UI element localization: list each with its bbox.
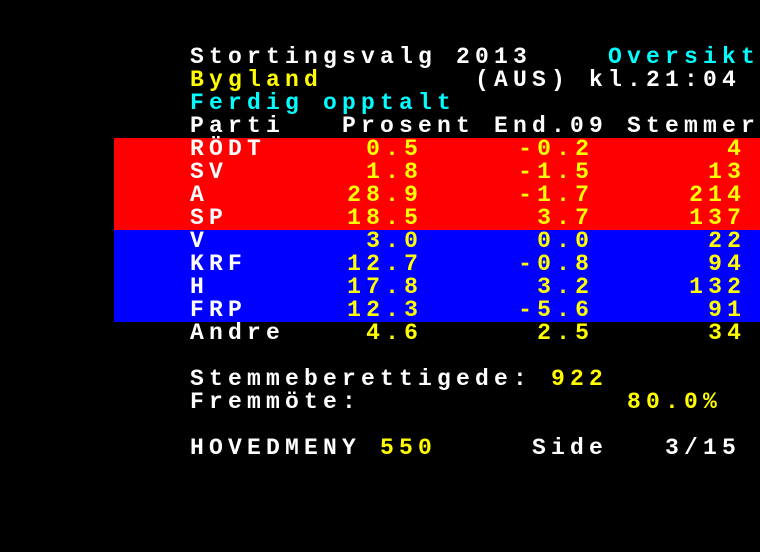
blue-bloc-band <box>114 230 760 322</box>
party-name: A <box>190 182 210 208</box>
change-value: 0.0 <box>537 228 595 254</box>
municipality: Bygland <box>190 67 324 93</box>
column-header-votes: Stemmer <box>627 113 760 139</box>
party-name: RÖDT <box>190 136 267 162</box>
votes-value: 13 <box>708 159 747 185</box>
votes-value: 137 <box>689 205 747 231</box>
percent-value: 12.7 <box>347 251 424 277</box>
party-name: V <box>190 228 210 254</box>
percent-value: 12.3 <box>347 297 424 323</box>
change-value: -0.2 <box>518 136 595 162</box>
percent-value: 17.8 <box>347 274 424 300</box>
change-value: -1.7 <box>518 182 595 208</box>
column-header-percent: Prosent <box>342 113 476 139</box>
change-value: 2.5 <box>537 320 595 346</box>
votes-value: 4 <box>727 136 747 162</box>
percent-value: 4.6 <box>366 320 424 346</box>
side-label: Side <box>532 435 609 461</box>
party-name: Andre <box>190 320 286 346</box>
column-header-party: Parti <box>190 113 286 139</box>
votes-value: 91 <box>708 297 747 323</box>
party-name: KRF <box>190 251 248 277</box>
percent-value: 28.9 <box>347 182 424 208</box>
votes-value: 214 <box>689 182 747 208</box>
eligible-voters-label: Stemmeberettigede: <box>190 366 533 392</box>
change-value: -1.5 <box>518 159 595 185</box>
count-status: Ferdig opptalt <box>190 90 457 116</box>
votes-value: 132 <box>689 274 747 300</box>
column-header-change: End.09 <box>494 113 609 139</box>
percent-value: 0.5 <box>366 136 424 162</box>
section-label: Oversikt <box>608 44 760 70</box>
votes-value: 94 <box>708 251 747 277</box>
percent-value: 1.8 <box>366 159 424 185</box>
page-title: Stortingsvalg 2013 <box>190 44 533 70</box>
main-menu-link[interactable]: HOVEDMENY <box>190 435 362 461</box>
turnout-label: Fremmöte: <box>190 389 362 415</box>
party-name: H <box>190 274 210 300</box>
change-value: 3.7 <box>537 205 595 231</box>
side-counter: 3/15 <box>665 435 742 461</box>
change-value: 3.2 <box>537 274 595 300</box>
votes-value: 34 <box>708 320 747 346</box>
change-value: -0.8 <box>518 251 595 277</box>
party-name: FRP <box>190 297 248 323</box>
turnout-value: 80.0% <box>627 389 723 415</box>
red-bloc-band <box>114 138 760 230</box>
percent-value: 3.0 <box>366 228 424 254</box>
party-name: SP <box>190 205 229 231</box>
party-name: SV <box>190 159 229 185</box>
change-value: -5.6 <box>518 297 595 323</box>
percent-value: 18.5 <box>347 205 424 231</box>
region-time: (AUS) kl.21:04 <box>475 67 742 93</box>
eligible-voters-value: 922 <box>551 366 609 392</box>
main-menu-page[interactable]: 550 <box>380 435 438 461</box>
votes-value: 22 <box>708 228 747 254</box>
